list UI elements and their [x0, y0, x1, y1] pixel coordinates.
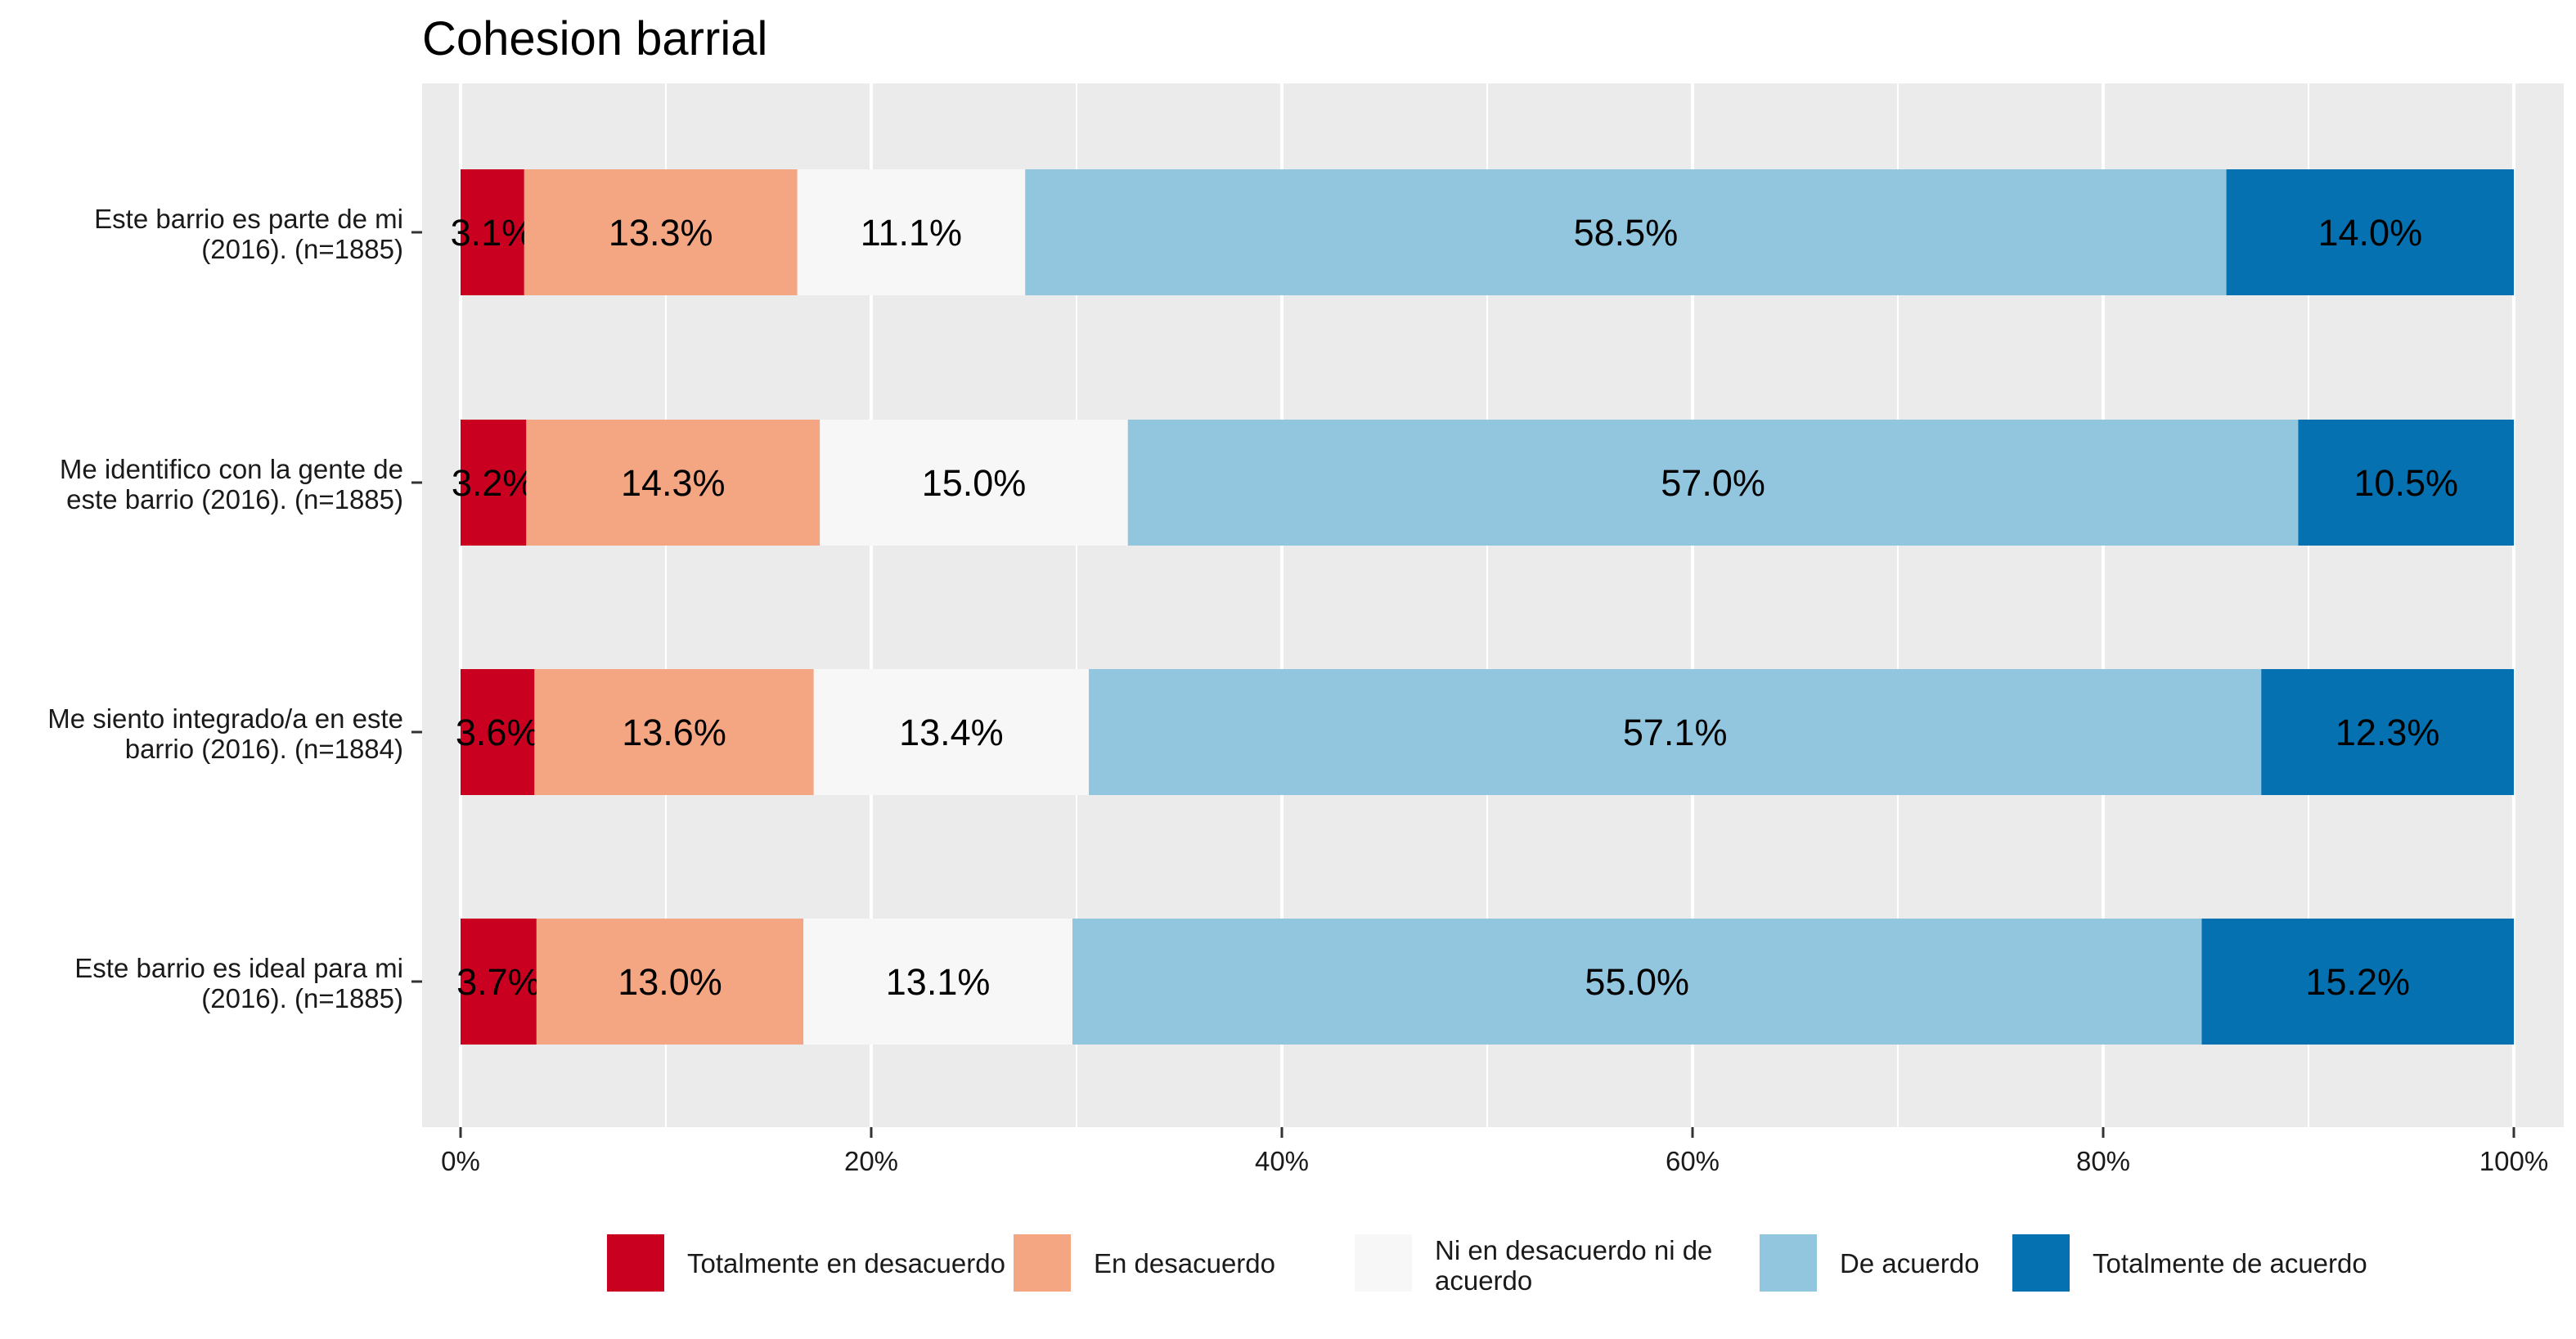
- bar-value-label: 13.3%: [609, 212, 713, 254]
- bars-group: 3.1% 13.3% 11.1% 58.5% 14.0% 3.2% 14.3% 15.0% 57…: [451, 169, 2514, 1045]
- legend-label: En desacuerdo: [1094, 1248, 1275, 1278]
- x-tick-label: 0%: [441, 1146, 480, 1176]
- bar-segment: [797, 169, 1026, 295]
- bar-value-label: 14.3%: [621, 462, 726, 504]
- bar-value-label: 3.7%: [456, 961, 541, 1003]
- x-tick-label: 40%: [1255, 1146, 1309, 1176]
- y-category-label: Me siento integrado/a en este barrio (201…: [47, 703, 403, 764]
- x-tick-label: 60%: [1666, 1146, 1720, 1176]
- x-tick-label: 100%: [2479, 1146, 2548, 1176]
- bar-value-label: 13.1%: [886, 961, 991, 1003]
- bar-segment: [1072, 919, 2202, 1045]
- bar-value-label: 57.1%: [1623, 712, 1728, 753]
- bar-value-label: 13.0%: [618, 961, 722, 1003]
- bar-segment: [526, 420, 820, 546]
- legend-key: [2012, 1234, 2070, 1292]
- bar-segment: [1127, 420, 2299, 546]
- bar-segment: [1089, 669, 2262, 795]
- bar-segment: [461, 169, 524, 295]
- legend-key: [607, 1234, 664, 1292]
- bar-value-label: 15.2%: [2305, 961, 2410, 1003]
- bar-value-label: 58.5%: [1574, 212, 1679, 254]
- bar-segment: [2201, 919, 2514, 1045]
- bar-value-label: 13.4%: [899, 712, 1004, 753]
- legend-label: Totalmente en desacuerdo: [687, 1248, 1005, 1278]
- y-category-label: Este barrio es parte de mi (2016). (n=188…: [94, 204, 403, 264]
- bar-value-label: 11.1%: [861, 212, 962, 254]
- legend-key: [1760, 1234, 1817, 1292]
- legend-label: Totalmente de acuerdo: [2093, 1248, 2367, 1278]
- chart-title: Cohesion barrial: [422, 12, 767, 65]
- bar-segment: [534, 669, 814, 795]
- legend-label: De acuerdo: [1840, 1248, 1980, 1278]
- bar-value-label: 3.6%: [456, 712, 540, 753]
- x-tick-label: 20%: [844, 1146, 898, 1176]
- x-axis-ticks: 0% 20% 40% 60% 80% 100%: [441, 1127, 2548, 1176]
- y-category-label: Me identifico con la gente de este barrio…: [60, 454, 403, 514]
- bar-value-label: 3.1%: [451, 212, 535, 254]
- bar-value-label: 3.2%: [452, 462, 536, 504]
- x-tick-label: 80%: [2076, 1146, 2130, 1176]
- bar-segment: [461, 669, 535, 795]
- bar-value-label: 10.5%: [2353, 462, 2458, 504]
- y-axis-labels: Este barrio es parte de mi (2016). (n=188…: [47, 204, 422, 1013]
- bar-segment: [2298, 420, 2514, 546]
- bar-value-label: 13.6%: [622, 712, 726, 753]
- bar-segment: [803, 919, 1072, 1045]
- legend: Totalmente en desacuerdo En desacuerdo Ni …: [607, 1234, 2367, 1296]
- legend-key: [1014, 1234, 1071, 1292]
- legend-label: Ni en desacuerdo ni de acuerdo: [1435, 1235, 1712, 1296]
- bar-segment: [1025, 169, 2227, 295]
- y-category-label: Este barrio es ideal para mi (2016). (n=1…: [74, 953, 403, 1013]
- bar-value-label: 55.0%: [1585, 961, 1689, 1003]
- legend-key: [1355, 1234, 1412, 1292]
- bar-segment: [813, 669, 1090, 795]
- bar-value-label: 14.0%: [2318, 212, 2422, 254]
- bar-value-label: 12.3%: [2335, 712, 2440, 753]
- bar-segment: [461, 420, 527, 546]
- bar-segment: [524, 169, 798, 295]
- bar-segment: [536, 919, 804, 1045]
- bar-segment: [2226, 169, 2514, 295]
- bar-value-label: 15.0%: [922, 462, 1027, 504]
- bar-value-label: 57.0%: [1661, 462, 1765, 504]
- bar-segment: [461, 919, 537, 1045]
- bar-segment: [2261, 669, 2514, 795]
- bar-segment: [820, 420, 1128, 546]
